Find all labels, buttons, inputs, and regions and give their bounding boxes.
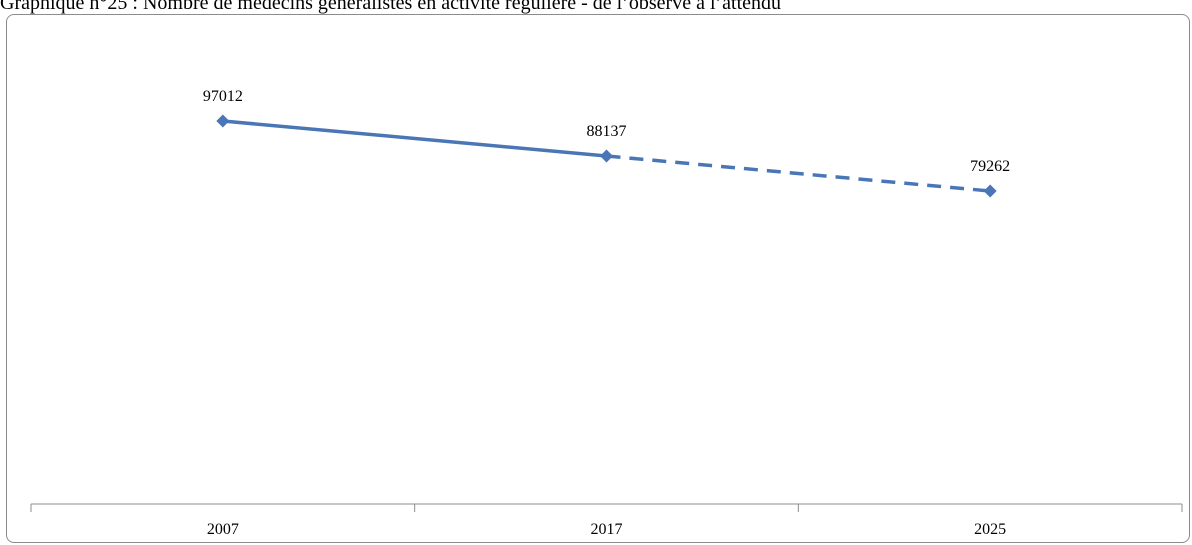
chart-title: Graphique n°25 : Nombre de médecins géné… <box>0 0 782 14</box>
data-label-2025: 79262 <box>970 158 1010 175</box>
data-point-2017 <box>600 149 613 163</box>
data-point-2007 <box>216 114 230 128</box>
x-tick-label-2007: 2007 <box>207 521 239 538</box>
series-segment-observed <box>222 119 607 158</box>
chart-frame <box>6 14 1190 543</box>
x-tick-label-2025: 2025 <box>974 521 1006 538</box>
x-tick-label-2017: 2017 <box>591 521 623 538</box>
data-point-2025 <box>983 184 997 198</box>
series-segment-projected <box>606 154 991 193</box>
data-label-2017: 88137 <box>587 123 627 140</box>
data-label-2007: 97012 <box>203 88 243 105</box>
